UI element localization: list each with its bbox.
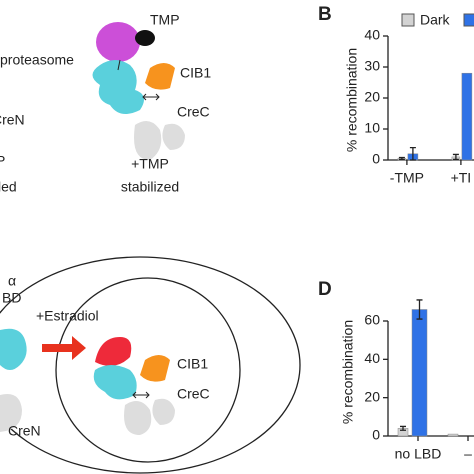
label: P <box>0 153 5 169</box>
cre-shape <box>0 394 22 432</box>
diagram-top: TMP proteasome CIB1 CreN CreC P led +TMP… <box>0 12 211 195</box>
y-tick-label: 0 <box>372 427 380 443</box>
y-tick-label: 10 <box>364 120 380 136</box>
y-tick-label: 40 <box>364 27 380 43</box>
error-bar <box>452 153 459 161</box>
bar <box>461 72 473 161</box>
cre-shape <box>124 398 175 435</box>
label: CIB1 <box>177 356 208 372</box>
label: proteasome <box>0 52 74 68</box>
cib1-shape <box>140 355 170 382</box>
cell-outline <box>0 256 301 474</box>
cib1-shape <box>145 63 175 90</box>
label: +Estradiol <box>36 308 99 324</box>
label: led <box>0 179 17 195</box>
dhfr-shape <box>92 60 144 114</box>
linker <box>117 59 121 71</box>
cre-shape <box>134 121 185 160</box>
y-tick-label: 30 <box>364 58 380 74</box>
x-tick-label: no LBD <box>395 446 442 462</box>
y-tick-label: 20 <box>364 388 380 404</box>
label: α <box>8 273 16 289</box>
x-tick-label: +TI <box>451 170 472 186</box>
error-bar <box>398 156 405 161</box>
tmp-shape <box>96 22 140 62</box>
label: +TMP <box>131 156 169 172</box>
arrow <box>142 93 160 101</box>
x-tick-label: -TMP <box>390 170 424 186</box>
label: TMP <box>150 12 180 28</box>
bar <box>447 433 459 437</box>
nucleus-outline <box>55 277 241 463</box>
legend-swatch <box>463 13 474 27</box>
arrow <box>42 336 86 360</box>
dhfr-shape <box>0 328 27 370</box>
panel-label: B <box>318 4 332 25</box>
label: CreC <box>177 386 210 402</box>
label: CreC <box>177 104 210 120</box>
lbd-shape <box>95 337 132 366</box>
error-bar <box>416 299 423 320</box>
y-axis-label: % recombination <box>340 320 356 424</box>
y-tick-label: 40 <box>364 350 380 366</box>
y-tick-label: 0 <box>372 151 380 167</box>
tmp-ligand <box>135 30 155 46</box>
x-tick-label: – <box>464 446 472 462</box>
legend-label: Dark <box>420 12 451 28</box>
label: BD <box>2 290 21 306</box>
label: CreN <box>8 423 41 439</box>
diagram-bottom: α BD +Estradiol CIB1 CreC CreN <box>0 256 301 474</box>
error-bar <box>409 146 416 161</box>
label: CIB1 <box>180 65 211 81</box>
bar <box>411 309 428 437</box>
arrow <box>132 391 150 399</box>
label: stabilized <box>121 179 179 195</box>
error-bar <box>400 425 406 431</box>
y-tick-label: 20 <box>364 89 380 105</box>
legend-swatch <box>401 13 415 27</box>
y-axis-label: % recombination <box>344 48 360 152</box>
dhfr-shape <box>93 365 137 400</box>
label: CreN <box>0 112 25 128</box>
panel-label: D <box>318 279 332 300</box>
y-tick-label: 60 <box>364 312 380 328</box>
